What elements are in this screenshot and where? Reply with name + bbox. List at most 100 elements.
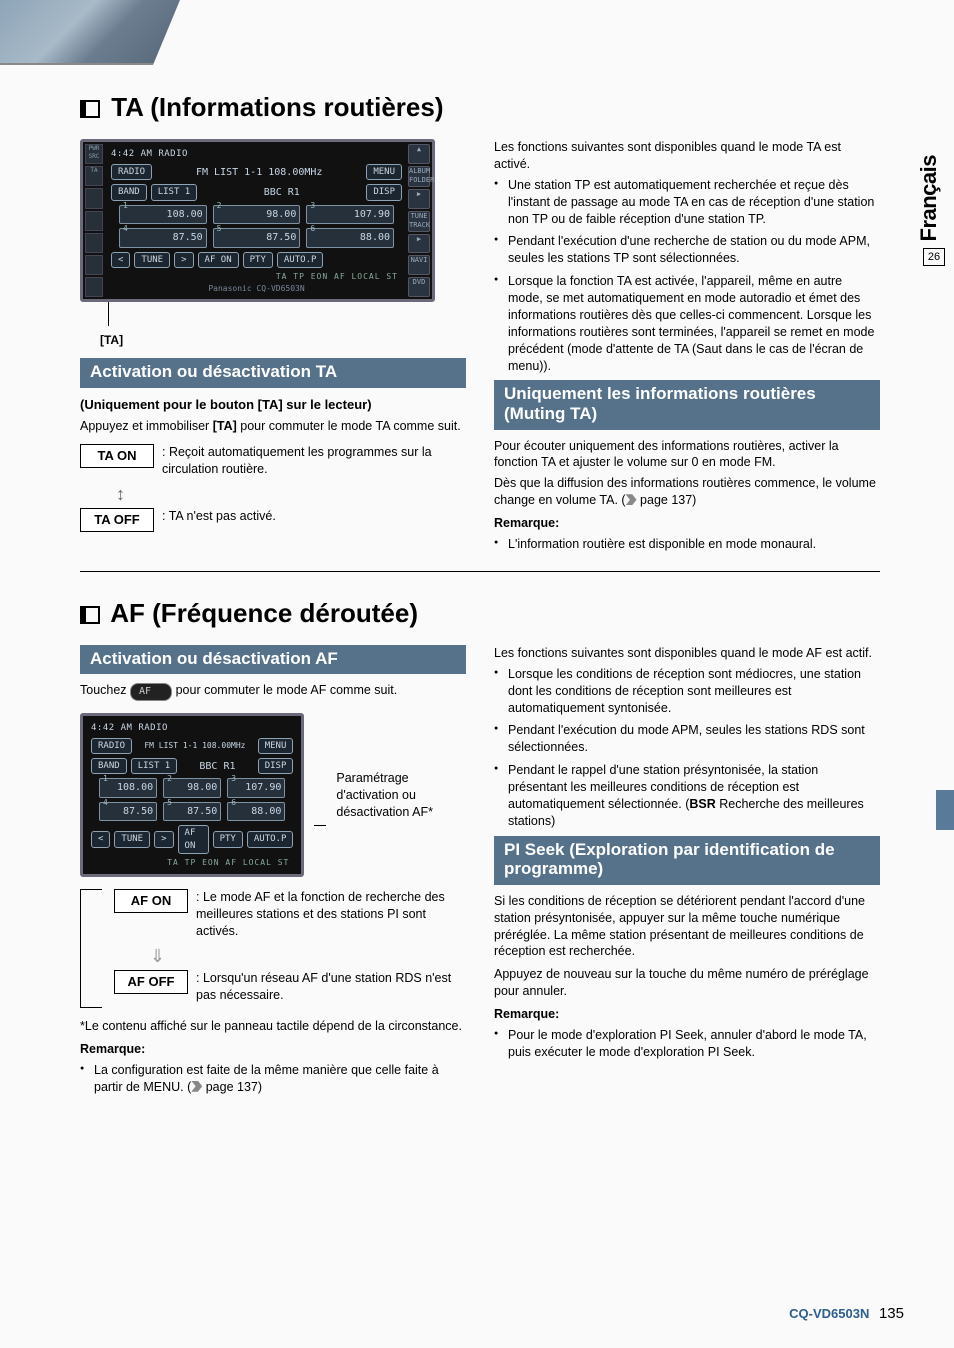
page-ref-arrow-icon <box>191 1081 202 1092</box>
screen-left-sidebar: PWR SRC TA <box>85 144 103 297</box>
toggle-down-arrow-icon: ⇓ <box>150 944 466 968</box>
ta-bullet: Lorsque la fonction TA est activée, l'ap… <box>508 273 880 374</box>
ta-activation-body: Appuyez et immobiliser [TA] pour commute… <box>80 418 466 435</box>
right-tab: NAVI <box>408 255 430 275</box>
section-divider <box>80 571 880 572</box>
screen-tune: TUNE <box>134 252 170 268</box>
bookmark-icon <box>80 100 100 118</box>
screen-preset: 688.00 <box>306 228 394 248</box>
language-label: Français <box>914 155 944 242</box>
remarque-bullet: L'information routière est disponible en… <box>508 536 880 553</box>
screen-status-footer: TA TP EON AF LOCAL ST <box>107 270 406 285</box>
ta-off-box: TA OFF <box>80 508 154 532</box>
pi-remarque-label: Remarque: <box>494 1006 880 1023</box>
footer-page-number: 135 <box>879 1305 904 1322</box>
af-heading: AF (Fréquence déroutée) <box>80 596 880 631</box>
pi-seek-heading: PI Seek (Exploration par identification … <box>494 836 880 885</box>
ta-activation-subhead: (Uniquement pour le bouton [TA] sur le l… <box>80 396 466 414</box>
ta-off-desc: : TA n'est pas activé. <box>162 508 276 525</box>
left-tab: PWR SRC <box>85 144 103 164</box>
left-tab <box>85 233 103 253</box>
muting-ta-heading: Uniquement les informations routières (M… <box>494 380 880 429</box>
remarque-label: Remarque: <box>494 515 880 532</box>
screen-preset: 3107.90 <box>306 205 394 225</box>
page-ref-arrow-icon <box>626 494 637 505</box>
af-bracket-icon <box>80 889 102 1008</box>
af-off-desc: : Lorsqu'un réseau AF d'une station RDS … <box>196 970 466 1004</box>
screen-pty: PTY <box>243 252 273 268</box>
left-tab <box>85 211 103 231</box>
ta-heading-text: TA (Informations routières) <box>111 92 443 122</box>
screen-tune-next: > <box>174 252 193 268</box>
af-bullet: Pendant l'exécution du mode APM, seules … <box>508 722 880 756</box>
language-side-tab: Français 26 <box>914 155 954 266</box>
af-footnote: *Le contenu affiché sur le panneau tacti… <box>80 1018 466 1035</box>
right-tab: DVD <box>408 277 430 297</box>
radio-screenshot-small: 4:42 AM RADIO RADIO FM LIST 1-1 108.00MH… <box>80 713 304 878</box>
right-tab: TUNE TRACK <box>408 211 430 232</box>
header-photo-decoration <box>0 0 180 65</box>
screen-list: LIST 1 <box>151 184 198 200</box>
left-tab <box>85 277 103 297</box>
ta-on-box: TA ON <box>80 444 154 468</box>
screen-preset: 487.50 <box>119 228 207 248</box>
right-tab: ▲ <box>408 144 430 164</box>
pi-body-1: Si les conditions de réception se détéri… <box>494 893 880 961</box>
af-activation-heading: Activation ou désactivation AF <box>80 645 466 675</box>
af-activation-body: Touchez AF pour commuter le mode AF comm… <box>80 682 466 701</box>
screen-afon: AF ON <box>198 252 239 268</box>
screen-tune-prev: < <box>111 252 130 268</box>
screen-mode: RADIO <box>111 164 152 180</box>
screen-disp: DISP <box>366 184 402 200</box>
left-tab: TA <box>85 166 103 186</box>
screen-preset: 587.50 <box>213 228 301 248</box>
screen-right-sidebar: ▲ ALBUM FOLDER ▶ TUNE TRACK ▶ NAVI DVD <box>408 144 430 297</box>
radio-screenshot-large: PWR SRC TA ▲ ALBUM FOLDER ▶ TUNE TRACK ▶… <box>80 139 435 302</box>
ta-callout-label: [TA] <box>100 332 466 348</box>
ta-heading: TA (Informations routières) <box>80 90 880 125</box>
toggle-updown-arrow-icon: ↕ <box>116 482 466 506</box>
af-touch-button: AF <box>130 683 172 701</box>
ta-bullet: Pendant l'exécution d'une recherche de s… <box>508 233 880 267</box>
screen-band-info: FM LIST 1-1 108.00MHz <box>156 166 362 180</box>
af-off-box: AF OFF <box>114 970 188 994</box>
screen-band: BAND <box>111 184 147 200</box>
screen-autop: AUTO.P <box>277 252 324 268</box>
ta-on-desc: : Reçoit automatiquement les programmes … <box>162 444 466 478</box>
af-bullet-bsr: Pendant le rappel d'une station présynto… <box>508 762 880 830</box>
ta-bullet: Une station TP est automatiquement reche… <box>508 177 880 228</box>
ta-bullet-list: Une station TP est automatiquement reche… <box>494 177 880 375</box>
af-on-box: AF ON <box>114 889 188 913</box>
left-tab <box>85 255 103 275</box>
pi-body-2: Appuyez de nouveau sur la touche du même… <box>494 966 880 1000</box>
af-bullet: Lorsque les conditions de réception sont… <box>508 666 880 717</box>
screen-preset: 1108.00 <box>119 205 207 225</box>
af-bullet-list: Lorsque les conditions de réception sont… <box>494 666 880 830</box>
page-footer: CQ-VD6503N 135 <box>789 1304 904 1324</box>
right-tab: ▶ <box>408 234 430 254</box>
right-tab: ▶ <box>408 189 430 209</box>
af-callout-line <box>314 765 326 826</box>
screen-brand: Panasonic CQ-VD6503N <box>107 284 406 295</box>
ta-pointer-line <box>108 302 109 326</box>
af-heading-text: AF (Fréquence déroutée) <box>110 598 418 628</box>
screen-clock: 4:42 AM RADIO <box>111 148 188 160</box>
muting-body-1: Pour écouter uniquement des informations… <box>494 438 880 472</box>
af-remarque-label: Remarque: <box>80 1041 466 1058</box>
screen-station: BBC R1 <box>201 186 362 200</box>
pi-remarque-bullet: Pour le mode d'exploration PI Seek, annu… <box>508 1027 880 1061</box>
ta-activation-heading: Activation ou désactivation TA <box>80 358 466 388</box>
left-tab <box>85 188 103 208</box>
af-remarque-bullet: La configuration est faite de la même ma… <box>94 1062 466 1096</box>
bookmark-icon <box>80 606 100 624</box>
af-param-label: Paramétrage d'activation ou désactivatio… <box>336 770 466 821</box>
af-right-intro: Les fonctions suivantes sont disponibles… <box>494 645 880 662</box>
screen-preset: 298.00 <box>213 205 301 225</box>
af-on-desc: : Le mode AF et la fonction de recherche… <box>196 889 466 940</box>
screen-menu: MENU <box>366 164 402 180</box>
footer-model: CQ-VD6503N <box>789 1306 869 1321</box>
right-tab: ALBUM FOLDER <box>408 166 430 187</box>
ta-right-intro: Les fonctions suivantes sont disponibles… <box>494 139 880 173</box>
side-thumb-tab <box>936 790 954 830</box>
muting-body-2: Dès que la diffusion des informations ro… <box>494 475 880 509</box>
